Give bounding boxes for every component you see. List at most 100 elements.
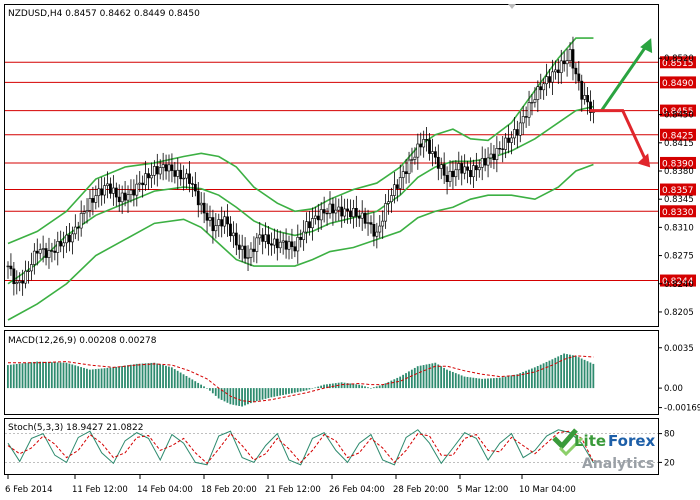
candle-body [109, 183, 112, 194]
candle-body [147, 173, 150, 179]
candle-body [524, 116, 528, 118]
candle-body [360, 212, 364, 219]
price-tick-label: 0.8415 [664, 139, 694, 149]
candle-body [246, 257, 250, 259]
candle-body [94, 195, 98, 203]
macd-bar [487, 378, 489, 389]
macd-bar [249, 388, 252, 404]
macd-bar [402, 374, 404, 389]
level-label: 0.8357 [662, 186, 694, 196]
macd-bar [378, 385, 381, 389]
macd-bar [39, 361, 41, 389]
macd-bar [387, 381, 390, 389]
candle-body [539, 86, 543, 91]
candle-body [32, 250, 36, 265]
candle-body [59, 241, 63, 247]
macd-bar [150, 362, 153, 389]
candle-body [15, 282, 19, 285]
macd-bar [457, 374, 460, 389]
forecast-arrow-down [589, 109, 648, 162]
price-panel [4, 4, 659, 327]
candle-body [372, 224, 376, 237]
candle-body [161, 164, 165, 168]
level-label-box [660, 56, 696, 69]
candle-body [71, 233, 74, 243]
macd-bar [21, 363, 24, 389]
candle-body [302, 231, 306, 240]
bollinger-lower [7, 163, 594, 321]
macd-bar [346, 383, 349, 389]
macd-bar [80, 367, 82, 389]
candle-body [158, 167, 162, 175]
level-label-box [660, 205, 696, 218]
candle-body [395, 184, 399, 189]
macd-bar [472, 377, 475, 389]
macd-bar [208, 388, 211, 391]
macd-bar [247, 388, 249, 405]
candle-body [179, 169, 183, 180]
level-label: 0.8425 [662, 131, 694, 141]
candle-body [466, 166, 469, 171]
stoch-panel [4, 418, 659, 475]
candle-body [38, 249, 42, 254]
candle-body [129, 189, 133, 196]
macd-bar [282, 388, 284, 396]
candle-body [413, 156, 417, 160]
candle-body [126, 194, 130, 201]
macd-bar [77, 366, 80, 389]
macd-bar [367, 387, 369, 389]
macd-bar [162, 365, 164, 389]
candle-body [483, 158, 487, 166]
macd-bar [27, 362, 30, 389]
macd-bar [290, 388, 293, 394]
macd-bar [381, 384, 384, 389]
macd-bar [349, 383, 352, 389]
macd-bar [314, 387, 317, 389]
macd-bar [396, 377, 399, 389]
candle-body [363, 212, 367, 224]
level-label-box [660, 274, 696, 287]
candle-body [319, 209, 323, 221]
candle-body [223, 216, 227, 227]
macd-bar [267, 388, 270, 399]
candle-body [270, 243, 273, 246]
candle-body [445, 174, 449, 182]
macd-bar [425, 364, 428, 389]
candle-body [267, 234, 270, 245]
macd-bar [469, 377, 472, 389]
candle-body [88, 198, 92, 211]
candle-body [12, 268, 16, 285]
macd-bar [577, 357, 580, 389]
macd-bar [36, 361, 39, 389]
macd-bar [65, 362, 68, 389]
candle-body [284, 240, 288, 250]
stoch-tick-label: 20 [664, 458, 675, 468]
macd-bar [203, 386, 205, 389]
candle-body [474, 165, 478, 171]
macd-bar [244, 388, 246, 406]
macd-bar [399, 376, 402, 389]
candle-body [495, 148, 499, 161]
macd-bar [18, 363, 21, 389]
macd-bar [296, 388, 299, 393]
macd-bar [519, 373, 522, 389]
macd-bar [393, 379, 396, 389]
macd-bar [124, 365, 126, 389]
candle-body [275, 238, 279, 249]
macd-bar [68, 363, 71, 389]
macd-bar [83, 367, 85, 389]
macd-bar [153, 362, 156, 389]
candle-body [448, 170, 452, 182]
candle-body [501, 148, 505, 150]
macd-bar [132, 364, 135, 389]
macd-header: MACD(12,26,9) 0.00208 0.00278 [8, 336, 157, 346]
macd-bar [451, 371, 454, 389]
time-tick-label: 11 Feb 12:00 [72, 485, 128, 495]
macd-bar [580, 358, 583, 389]
macd-bar [238, 388, 241, 406]
candle-body [515, 129, 519, 136]
candle-body [41, 248, 45, 250]
macd-bar [422, 365, 425, 389]
candle-body [533, 99, 537, 103]
